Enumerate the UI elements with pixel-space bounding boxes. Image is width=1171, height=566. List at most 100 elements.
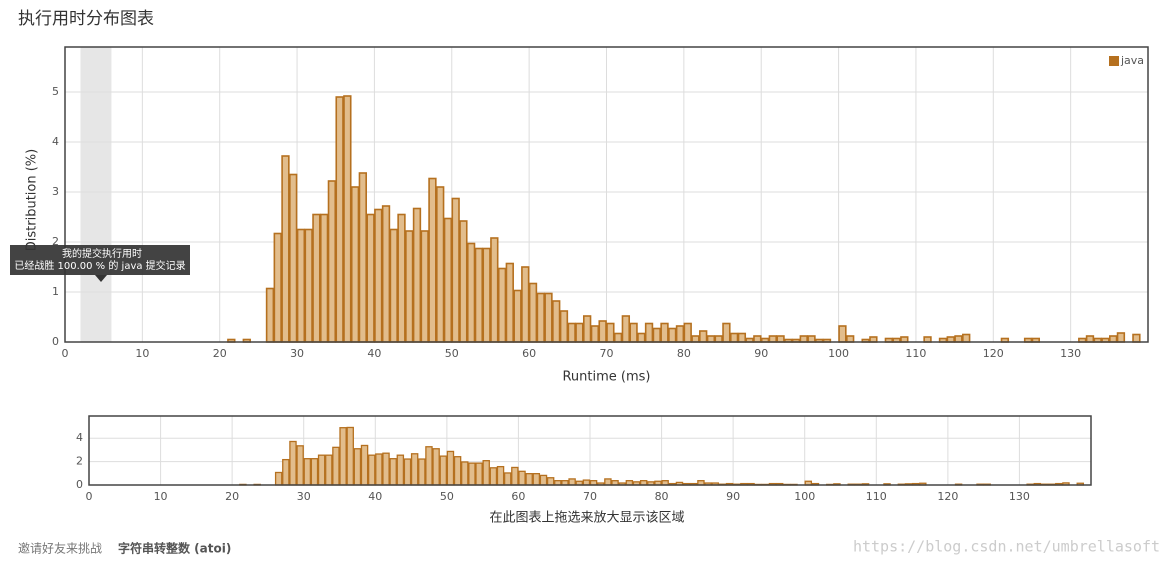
histogram-bar: [714, 335, 723, 343]
histogram-bar: [567, 322, 576, 343]
histogram-bar: [339, 427, 347, 486]
histogram-bar: [497, 267, 507, 343]
histogram-bar: [489, 467, 498, 486]
x-tick-label: 100: [828, 347, 849, 360]
histogram-bar: [846, 335, 855, 343]
x-tick-label: 110: [866, 490, 887, 503]
histogram-bar: [335, 96, 344, 343]
histogram-bar: [552, 300, 561, 343]
x-tick-label: 130: [1009, 490, 1030, 503]
y-tick-label: 2: [52, 235, 59, 248]
histogram-bar: [374, 208, 383, 343]
x-tick-label: 10: [135, 347, 149, 360]
x-tick-label: 20: [213, 347, 227, 360]
histogram-bar: [358, 172, 367, 343]
histogram-bar: [304, 228, 313, 343]
histogram-bar: [439, 455, 448, 486]
histogram-bar: [1085, 335, 1095, 343]
histogram-bar: [962, 333, 971, 343]
histogram-bar: [525, 473, 533, 486]
histogram-bar: [668, 327, 677, 343]
x-axis-label: Runtime (ms): [562, 370, 650, 385]
y-tick-label: 2: [76, 455, 83, 468]
x-tick-label: 50: [440, 490, 454, 503]
navigator-border: [88, 415, 1092, 486]
histogram-bar: [691, 335, 700, 343]
histogram-bar: [461, 461, 469, 486]
x-tick-label: 20: [225, 490, 239, 503]
histogram-bar: [296, 228, 306, 343]
x-tick-label: 60: [522, 347, 536, 360]
histogram-bar: [722, 322, 731, 343]
histogram-bar: [375, 453, 383, 486]
histogram-bar: [629, 322, 638, 343]
x-tick-label: 130: [1060, 347, 1081, 360]
histogram-bar: [532, 473, 541, 486]
histogram-bar: [327, 180, 337, 343]
histogram-bar: [482, 247, 491, 343]
histogram-bar: [652, 327, 661, 343]
x-tick-label: 120: [937, 490, 958, 503]
histogram-bar: [768, 335, 777, 343]
highlight-band: [80, 47, 112, 342]
histogram-bar: [403, 458, 412, 486]
x-tick-label: 90: [754, 347, 768, 360]
page-title: 执行用时分布图表: [18, 9, 154, 29]
histogram-bar: [799, 335, 808, 343]
x-tick-label: 40: [367, 347, 381, 360]
histogram-bar: [675, 325, 685, 343]
histogram-bar: [381, 205, 391, 343]
histogram-bar: [683, 322, 692, 343]
x-tick-label: 80: [677, 347, 691, 360]
histogram-bar: [474, 247, 484, 343]
histogram-bar: [606, 322, 615, 343]
histogram-bar: [425, 446, 433, 486]
legend-label: java: [1120, 54, 1144, 67]
histogram-bar: [443, 217, 453, 343]
histogram-bar: [536, 292, 545, 343]
y-tick-label: 4: [76, 431, 83, 444]
histogram-bar: [482, 460, 490, 486]
histogram-bar: [312, 213, 321, 343]
histogram-bar: [289, 173, 298, 343]
y-tick-label: 5: [52, 85, 59, 98]
histogram-bar: [273, 232, 282, 343]
tooltip-line: 我的提交执行用时: [62, 247, 142, 260]
legend-swatch: [1109, 56, 1119, 66]
x-tick-label: 30: [290, 347, 304, 360]
histogram-bar: [546, 477, 555, 486]
histogram-bar: [544, 292, 553, 343]
histogram-bar: [319, 213, 329, 343]
problem-link[interactable]: 字符串转整数 (atoi): [118, 541, 231, 556]
histogram-bar: [1116, 332, 1126, 343]
x-tick-label: 100: [794, 490, 815, 503]
histogram-bar: [317, 454, 326, 486]
histogram-bar: [528, 282, 538, 343]
histogram-bar: [346, 426, 354, 486]
histogram-bar: [303, 458, 312, 486]
histogram-bar: [511, 466, 519, 486]
histogram-bar: [539, 474, 548, 486]
histogram-bar: [343, 95, 352, 343]
y-tick-label: 0: [52, 335, 59, 348]
x-tick-label: 30: [297, 490, 311, 503]
histogram-bar: [282, 458, 290, 486]
histogram-bar: [475, 462, 483, 486]
histogram-bar: [521, 266, 530, 343]
histogram-bar: [660, 322, 669, 343]
watermark: https://blog.csdn.net/umbrellasoft: [853, 538, 1160, 556]
histogram-bar: [459, 220, 468, 343]
x-tick-label: 60: [511, 490, 525, 503]
histogram-bar: [310, 458, 319, 486]
histogram-bar: [753, 335, 762, 343]
x-tick-label: 120: [983, 347, 1004, 360]
invite-text: 邀请好友来挑战: [18, 541, 102, 556]
histogram-bar: [518, 470, 526, 486]
histogram-bar: [604, 478, 612, 486]
histogram-bar: [289, 440, 297, 486]
x-tick-label: 40: [368, 490, 382, 503]
histogram-bar: [838, 325, 847, 343]
x-tick-label: 50: [445, 347, 459, 360]
histogram-bar: [776, 335, 785, 343]
